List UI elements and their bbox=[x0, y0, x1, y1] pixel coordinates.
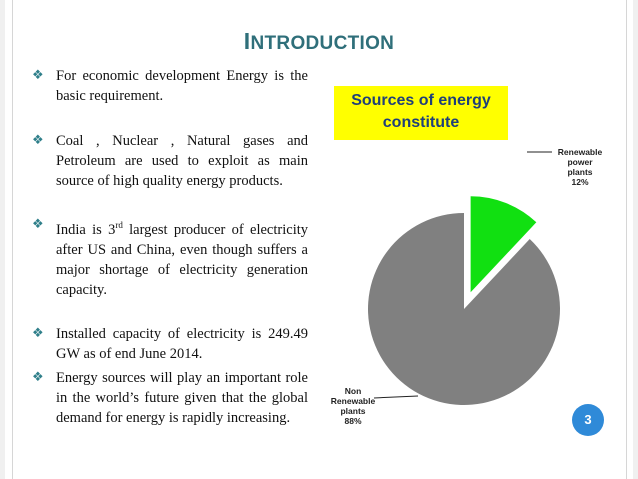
slice-label-non-renewable: Non Renewable plants 88% bbox=[322, 386, 384, 426]
right-margin-line bbox=[626, 0, 627, 479]
page-number-badge: 3 bbox=[572, 404, 604, 436]
pie-slice-renewable bbox=[470, 196, 537, 293]
bullet-text: Coal , Nuclear , Natural gases and Petro… bbox=[56, 133, 308, 189]
slice-label-line: Renewable bbox=[330, 396, 376, 406]
diamond-bullet-icon: ❖ bbox=[32, 217, 44, 232]
slice-label-renewable: Renewable power plants 12% bbox=[548, 147, 612, 187]
slide-title-initial: I bbox=[243, 28, 251, 54]
diamond-bullet-icon: ❖ bbox=[32, 133, 44, 148]
slice-value-label: 88% bbox=[344, 416, 362, 426]
diamond-bullet-icon: ❖ bbox=[32, 68, 44, 83]
slice-label-line: Non bbox=[344, 386, 362, 396]
bullet-superscript: rd bbox=[115, 220, 123, 230]
slide-title: INTRODUCTION bbox=[0, 28, 638, 55]
diamond-bullet-icon: ❖ bbox=[32, 326, 44, 341]
bullet-text: India is 3rd largest producer of electri… bbox=[56, 215, 308, 300]
left-margin-rail bbox=[0, 0, 5, 479]
pie-slice-non-renewable bbox=[368, 213, 561, 405]
slice-label-line: plants bbox=[567, 167, 593, 177]
chart-title: Sources of energy constitute bbox=[334, 86, 508, 140]
bullet-text: For economic development Energy is the b… bbox=[56, 68, 308, 104]
diamond-bullet-icon: ❖ bbox=[32, 370, 44, 385]
slice-value-label: 12% bbox=[571, 177, 589, 187]
bullet-text-part: largest producer of electricity after US… bbox=[56, 221, 308, 298]
slice-label-line: Renewable bbox=[557, 147, 603, 157]
bullet-text-part: India is 3 bbox=[56, 221, 116, 238]
slice-label-line: power bbox=[567, 157, 593, 167]
bullet-text: Installed capacity of electricity is 249… bbox=[56, 326, 308, 362]
bullet-text: Energy sources will play an important ro… bbox=[56, 370, 308, 426]
right-margin-rail bbox=[633, 0, 638, 479]
leader-line-non-renewable bbox=[373, 395, 419, 399]
slice-label-line: plants bbox=[340, 406, 366, 416]
left-margin-line bbox=[12, 0, 13, 479]
slide-title-rest: NTRODUCTION bbox=[250, 33, 395, 54]
